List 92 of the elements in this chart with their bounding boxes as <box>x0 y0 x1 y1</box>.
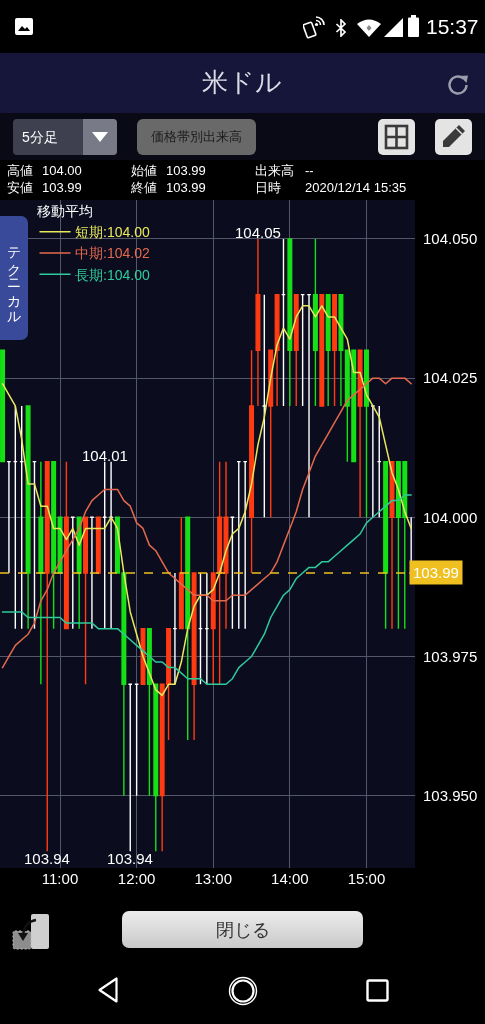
candlestick <box>31 460 37 630</box>
y-tick-label: 104.000 <box>423 508 478 526</box>
candlestick <box>89 516 95 630</box>
y-tick-label: 104.050 <box>423 230 478 248</box>
x-tick-label: 15:00 <box>347 870 386 887</box>
candlestick <box>102 460 108 630</box>
y-tick-label: 104.025 <box>423 369 478 387</box>
candlestick <box>51 460 57 630</box>
legend-title: 移動平均 <box>37 203 93 220</box>
candlestick <box>319 293 325 407</box>
candlestick <box>63 460 69 630</box>
ref-line-label: 103.99 <box>413 564 459 581</box>
text: 2020/12/14 15:35 <box>305 180 407 196</box>
candlestick <box>217 460 223 685</box>
legend-label: 中期:104.02 <box>75 245 150 262</box>
candlestick <box>146 627 152 797</box>
candlestick <box>172 572 178 685</box>
candlestick <box>44 460 50 852</box>
candlestick <box>287 238 293 407</box>
candlestick <box>204 572 210 685</box>
candlestick <box>280 238 286 407</box>
text: 終値 <box>131 180 157 196</box>
candlestick <box>108 460 114 630</box>
annotation: 103.94 <box>24 850 70 867</box>
candlestick <box>229 516 235 630</box>
text: 安値 <box>7 180 33 196</box>
text: 103.99 <box>166 163 206 179</box>
dropdown: 5分足 <box>13 119 117 155</box>
x-tick-label: 12:00 <box>117 870 156 887</box>
candlestick <box>185 516 191 741</box>
chart-title: 米ドル <box>202 66 282 98</box>
annotation: 104.05 <box>235 224 281 241</box>
candlestick <box>332 293 338 407</box>
candlestick <box>236 460 242 630</box>
candlestick <box>357 349 363 518</box>
text: 104.00 <box>42 163 82 179</box>
candlestick <box>197 572 203 685</box>
line-series <box>1 494 412 686</box>
legend-label: 長期:104.00 <box>75 266 150 283</box>
candlestick <box>255 238 261 407</box>
text: 日時 <box>255 180 281 196</box>
candlestick <box>325 293 331 407</box>
candlestick <box>376 405 382 518</box>
candlestick <box>363 349 369 518</box>
candlestick <box>0 349 6 463</box>
candlestick <box>153 683 159 852</box>
x-tick-label: 14:00 <box>271 870 309 887</box>
annotation: 104.01 <box>82 447 128 464</box>
candlestick <box>95 516 101 574</box>
candlestick <box>19 405 25 630</box>
candlestick <box>6 460 12 574</box>
text: 始値 <box>131 163 157 179</box>
text: 高値 <box>7 163 33 179</box>
text: -- <box>305 163 314 179</box>
text: 103.99 <box>42 180 82 196</box>
candlestick <box>127 683 133 852</box>
button: 価格帯別出来高 <box>137 119 256 155</box>
line-series <box>1 377 412 669</box>
candlestick <box>268 349 274 518</box>
candlestick <box>70 516 76 630</box>
candlestick <box>306 293 312 518</box>
candlestick <box>274 293 280 407</box>
candlestick <box>383 460 389 630</box>
annotation: テクニカル <box>6 238 22 318</box>
text: 出来高 <box>255 163 294 179</box>
candlestick <box>261 293 267 518</box>
annotation: 103.94 <box>107 850 153 867</box>
candlestick <box>223 460 229 630</box>
candlestick <box>83 516 89 685</box>
candlestick <box>370 405 376 518</box>
x-tick-label: 11:00 <box>41 870 79 887</box>
y-tick-label: 103.975 <box>423 647 478 665</box>
side-tab: テクニカル <box>0 216 28 340</box>
candlestick <box>312 238 318 407</box>
candlestick <box>249 349 255 574</box>
candlestick <box>25 405 31 630</box>
candlestick <box>191 572 197 741</box>
candlestick <box>38 460 44 685</box>
candlestick <box>210 572 216 685</box>
candlestick <box>242 460 248 630</box>
candlestick <box>300 293 306 407</box>
text: 103.99 <box>166 180 206 196</box>
candlestick <box>178 516 184 630</box>
legend-label: 短期:104.00 <box>75 224 150 241</box>
button: 閉じる <box>122 911 363 948</box>
candlestick <box>134 683 140 797</box>
text: 15:37 <box>426 15 479 39</box>
y-tick-label: 103.950 <box>423 786 478 804</box>
candlestick <box>389 460 395 630</box>
candlestick <box>293 293 299 407</box>
candlestick <box>338 293 344 407</box>
x-tick-label: 13:00 <box>194 870 233 887</box>
